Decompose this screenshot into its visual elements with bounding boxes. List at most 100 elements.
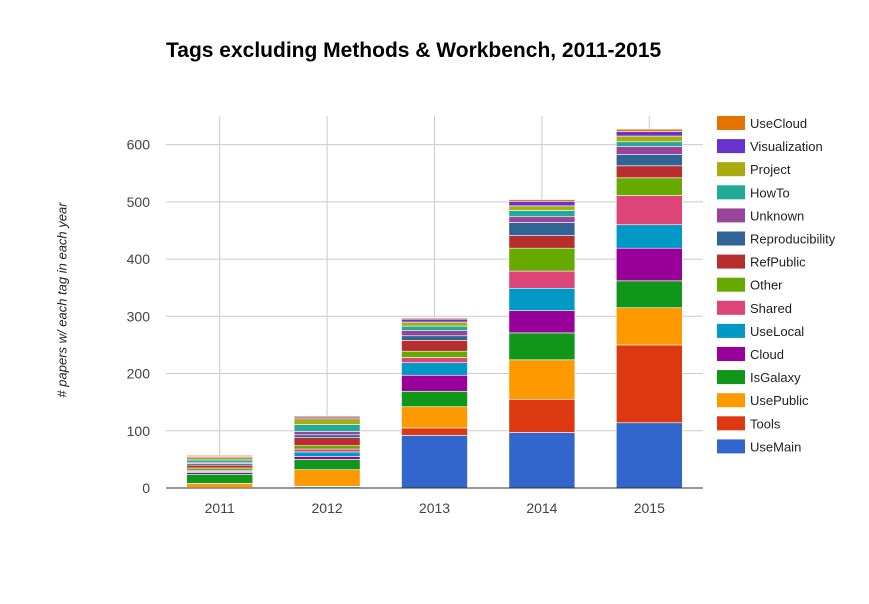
bar-segment-usecloud xyxy=(401,317,468,320)
legend-swatch-refpublic xyxy=(717,254,745,269)
x-tick-label: 2013 xyxy=(419,500,450,516)
bar-segment-reproducibility xyxy=(293,434,361,438)
y-tick-label: 400 xyxy=(127,251,151,267)
bar-segment-tools xyxy=(401,427,468,436)
bar-segment-shared xyxy=(615,195,683,226)
bar-segment-usepublic xyxy=(293,469,361,487)
x-tick-label: 2014 xyxy=(526,500,557,516)
legend-swatch-shared xyxy=(717,300,745,315)
y-tick-label: 200 xyxy=(127,366,151,382)
bar-segment-unknown xyxy=(293,431,361,436)
bar-segment-refpublic xyxy=(401,340,468,352)
legend-swatch-cloud xyxy=(717,347,745,361)
bar-segment-visualization xyxy=(615,131,683,137)
bar-segment-refpublic xyxy=(293,437,361,446)
legend-label-tools: Tools xyxy=(750,416,781,431)
x-tick-label: 2015 xyxy=(634,500,665,516)
bar-segment-cloud xyxy=(508,310,576,334)
bar-segment-cloud xyxy=(293,456,361,460)
bar-segment-shared xyxy=(508,270,576,289)
bar-segment-usecloud xyxy=(508,199,576,202)
bar-segment-cloud xyxy=(615,247,683,282)
y-tick-label: 300 xyxy=(127,308,151,324)
bar-segment-howto xyxy=(401,325,468,331)
bar-segment-isgalaxy xyxy=(293,459,361,470)
legend-label-refpublic: RefPublic xyxy=(750,255,806,270)
legend-label-other: Other xyxy=(750,278,783,293)
bars xyxy=(186,128,683,489)
bar-segment-refpublic xyxy=(186,464,253,469)
legend-label-usepublic: UsePublic xyxy=(750,393,809,408)
bar-segment-usepublic xyxy=(615,307,683,346)
bar-segment-uselocal xyxy=(615,224,683,249)
bar-segment-visualization xyxy=(508,200,576,207)
legend-label-uselocal: UseLocal xyxy=(750,324,804,339)
y-tick-label: 100 xyxy=(127,423,151,439)
bar-segment-usemain xyxy=(401,435,468,489)
bar-segment-cloud xyxy=(401,374,468,392)
legend-label-howto: HowTo xyxy=(750,185,790,200)
bar-segment-usecloud xyxy=(615,128,683,132)
legend-swatch-visualization xyxy=(717,139,745,154)
bar-segment-tools xyxy=(615,344,683,424)
bar-segment-refpublic xyxy=(508,235,576,249)
bar-segment-project xyxy=(401,321,468,327)
y-tick-label: 600 xyxy=(127,137,151,153)
chart-title: Tags excluding Methods & Workbench, 2011… xyxy=(166,39,662,62)
bar-segment-reproducibility xyxy=(401,335,468,341)
bar-segment-tools xyxy=(508,398,576,433)
bar-segment-project xyxy=(186,457,253,461)
legend-label-visualization: Visualization xyxy=(750,139,823,154)
bar-segment-usemain xyxy=(508,432,576,489)
bar-segment-unknown xyxy=(401,330,468,337)
bar-segment-project xyxy=(293,418,361,425)
bar-segment-uselocal xyxy=(508,287,576,311)
y-tick-label: 500 xyxy=(127,194,151,210)
x-tick-label: 2012 xyxy=(312,500,343,516)
legend-label-cloud: Cloud xyxy=(750,347,784,362)
y-tick-label: 0 xyxy=(142,480,150,496)
bar-segment-isgalaxy xyxy=(401,390,468,408)
legend-swatch-isgalaxy xyxy=(717,370,745,385)
x-tick-label: 2011 xyxy=(205,500,235,516)
bar-segment-usecloud xyxy=(186,455,253,457)
legend: UseCloud Visualization Project HowTo Unknown… xyxy=(717,116,836,454)
legend-swatch-uselocal xyxy=(717,323,745,338)
legend-label-usecloud: UseCloud xyxy=(750,116,807,131)
legend-label-unknown: Unknown xyxy=(750,208,804,223)
bar-segment-howto xyxy=(293,424,361,432)
bar-segment-other xyxy=(508,247,576,272)
bar-segment-shared xyxy=(293,448,361,453)
bar-segment-usecloud xyxy=(293,415,361,418)
bar-segment-howto xyxy=(186,459,253,463)
legend-swatch-project xyxy=(717,162,745,177)
bar-segment-refpublic xyxy=(615,165,683,179)
legend-swatch-usepublic xyxy=(717,393,745,408)
legend-label-isgalaxy: IsGalaxy xyxy=(750,370,801,385)
legend-swatch-usemain xyxy=(717,439,745,454)
bar-segment-project xyxy=(508,205,576,211)
bar-segment-uselocal xyxy=(293,451,361,457)
bar-segment-other xyxy=(401,350,468,358)
bar-segment-howto xyxy=(615,141,683,147)
legend-swatch-other xyxy=(717,277,745,292)
bar-segment-other xyxy=(186,467,253,471)
bar-segment-uselocal xyxy=(401,362,468,376)
bar-segment-howto xyxy=(508,210,576,218)
bar-segment-isgalaxy xyxy=(186,473,253,484)
bar-segment-isgalaxy xyxy=(615,280,683,309)
bar-segment-usepublic xyxy=(186,483,253,488)
legend-label-reproducibility: Reproducibility xyxy=(750,232,836,247)
legend-swatch-usecloud xyxy=(717,116,745,130)
bar-segment-unknown xyxy=(508,216,576,223)
legend-label-project: Project xyxy=(750,162,791,177)
axes: 0 100 200 300 400 500 600 2011 2012 2013 2014 2015 xyxy=(127,137,703,516)
legend-swatch-howto xyxy=(717,185,745,200)
legend-swatch-tools xyxy=(717,416,745,431)
bar-segment-other xyxy=(615,177,683,196)
bar-segment-usepublic xyxy=(508,359,576,400)
bar-segment-usepublic xyxy=(401,406,468,429)
legend-swatch-reproducibility xyxy=(717,231,745,246)
bar-segment-other xyxy=(293,445,361,450)
